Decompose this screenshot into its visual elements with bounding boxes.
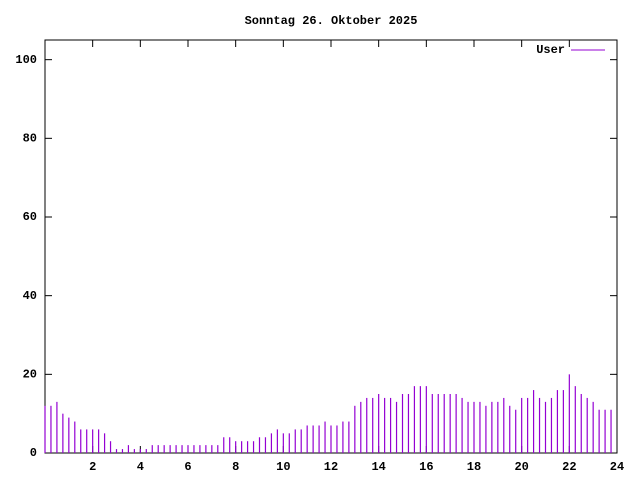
x-tick-label: 2: [89, 460, 96, 474]
plot-frame: [44, 39, 618, 454]
x-tick-label: 10: [276, 460, 290, 474]
x-tick-label: 22: [562, 460, 576, 474]
x-tick-label: 20: [514, 460, 528, 474]
x-tick-label: 4: [137, 460, 144, 474]
y-tick-label: 60: [23, 210, 37, 224]
x-tick-label: 16: [419, 460, 433, 474]
x-tick-label: 24: [610, 460, 624, 474]
x-tick-label: 8: [232, 460, 239, 474]
x-tick-label: 14: [371, 460, 385, 474]
y-tick-label: 80: [23, 132, 37, 146]
y-tick-label: 100: [15, 53, 37, 67]
x-tick-label: 18: [467, 460, 481, 474]
x-tick-label: 12: [324, 460, 338, 474]
legend-label: User: [536, 43, 565, 57]
y-tick-label: 0: [30, 446, 37, 460]
y-tick-label: 40: [23, 289, 37, 303]
x-tick-label: 6: [184, 460, 191, 474]
y-tick-label: 20: [23, 368, 37, 382]
chart-title: Sonntag 26. Oktober 2025: [245, 14, 418, 28]
